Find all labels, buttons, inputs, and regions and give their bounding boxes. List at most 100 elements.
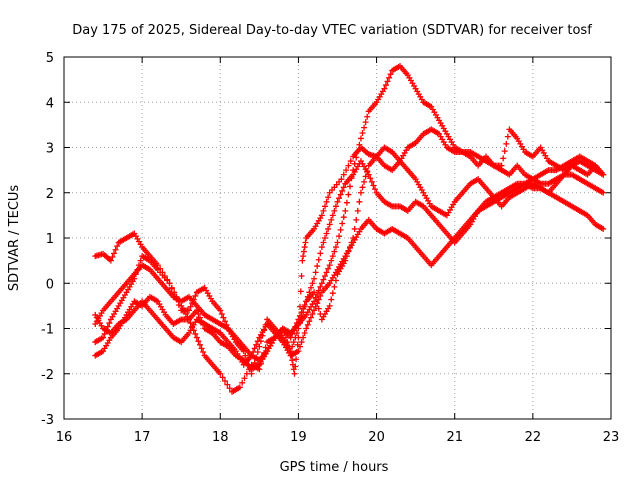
data-point (314, 300, 321, 307)
data-point (331, 248, 338, 255)
data-point (112, 246, 119, 253)
data-point (364, 113, 371, 120)
data-point (291, 370, 298, 377)
data-point (111, 250, 118, 257)
data-point (312, 294, 319, 301)
y-tick-label: -3 (41, 413, 54, 428)
data-point (298, 273, 305, 280)
y-tick-label: 3 (46, 142, 54, 157)
data-point (292, 363, 299, 370)
data-point (381, 85, 388, 92)
y-tick-label: -1 (41, 323, 54, 338)
y-axis: -3 -2 -1 0 1 2 3 4 5 (41, 51, 611, 428)
data-point (356, 198, 363, 205)
x-tick-label: 22 (525, 430, 542, 445)
data-point (325, 225, 332, 232)
data-point (295, 348, 302, 355)
data-point (325, 265, 332, 272)
data-point (384, 78, 391, 85)
data-point (106, 320, 113, 327)
data-point (337, 226, 344, 233)
data-point (314, 263, 321, 270)
data-point (321, 235, 328, 241)
data-point (192, 292, 199, 299)
y-axis-label: SDTVAR / TECUs (7, 185, 22, 292)
data-point (217, 307, 224, 314)
data-point (219, 374, 226, 381)
data-point (312, 269, 319, 276)
data-point (329, 290, 336, 297)
data-point (359, 184, 366, 191)
data-series (92, 63, 607, 395)
data-point (356, 141, 363, 148)
data-point (326, 302, 333, 309)
data-point (315, 305, 322, 312)
data-point (300, 334, 307, 341)
data-point (187, 320, 194, 327)
data-point (500, 155, 507, 162)
data-point (318, 280, 325, 287)
data-point (301, 330, 308, 337)
data-point (357, 189, 364, 196)
data-point (321, 203, 328, 210)
data-point (354, 148, 361, 155)
data-point (304, 321, 311, 328)
data-point (361, 178, 368, 185)
data-point (107, 257, 114, 264)
x-tick-label: 19 (290, 430, 307, 445)
data-point (361, 124, 368, 131)
x-tick-label: 18 (212, 430, 229, 445)
data-point (501, 148, 508, 155)
data-point (175, 301, 182, 308)
data-point (315, 256, 322, 263)
data-point (315, 287, 322, 294)
grid (64, 57, 611, 419)
data-point (300, 253, 307, 260)
data-point (221, 377, 228, 384)
data-point (345, 162, 352, 169)
data-point (195, 311, 202, 318)
data-point (332, 244, 339, 251)
data-point (166, 280, 173, 287)
data-point (100, 334, 107, 341)
data-point (301, 301, 308, 308)
data-point (195, 338, 202, 345)
data-point (317, 250, 324, 257)
x-axis-label: GPS time / hours (280, 460, 389, 475)
data-point (342, 207, 349, 214)
data-point (339, 187, 346, 194)
data-point (309, 280, 316, 287)
data-point (328, 296, 335, 303)
data-point (220, 314, 227, 321)
data-point (350, 167, 357, 174)
y-tick-label: 1 (46, 232, 54, 247)
data-point (351, 225, 358, 232)
data-point (302, 239, 309, 246)
data-point (109, 254, 116, 261)
data-point (331, 207, 338, 214)
data-point (320, 207, 327, 214)
data-point (348, 175, 355, 182)
data-point (340, 171, 347, 178)
data-point (311, 298, 318, 305)
data-point (320, 276, 327, 283)
data-point (293, 330, 300, 337)
data-point (318, 244, 325, 251)
data-point (251, 345, 258, 352)
data-point (224, 381, 231, 388)
data-point (504, 133, 511, 140)
data-point (221, 318, 228, 325)
data-point (296, 343, 303, 350)
data-point (326, 221, 333, 228)
data-point (362, 173, 369, 180)
data-point (301, 244, 308, 251)
x-tick-label: 21 (446, 430, 463, 445)
data-point (253, 341, 260, 348)
data-point (241, 375, 248, 382)
y-tick-label: 0 (46, 277, 54, 292)
data-point (351, 160, 358, 167)
data-point (303, 298, 310, 305)
data-point (323, 198, 330, 205)
data-point (387, 71, 394, 78)
